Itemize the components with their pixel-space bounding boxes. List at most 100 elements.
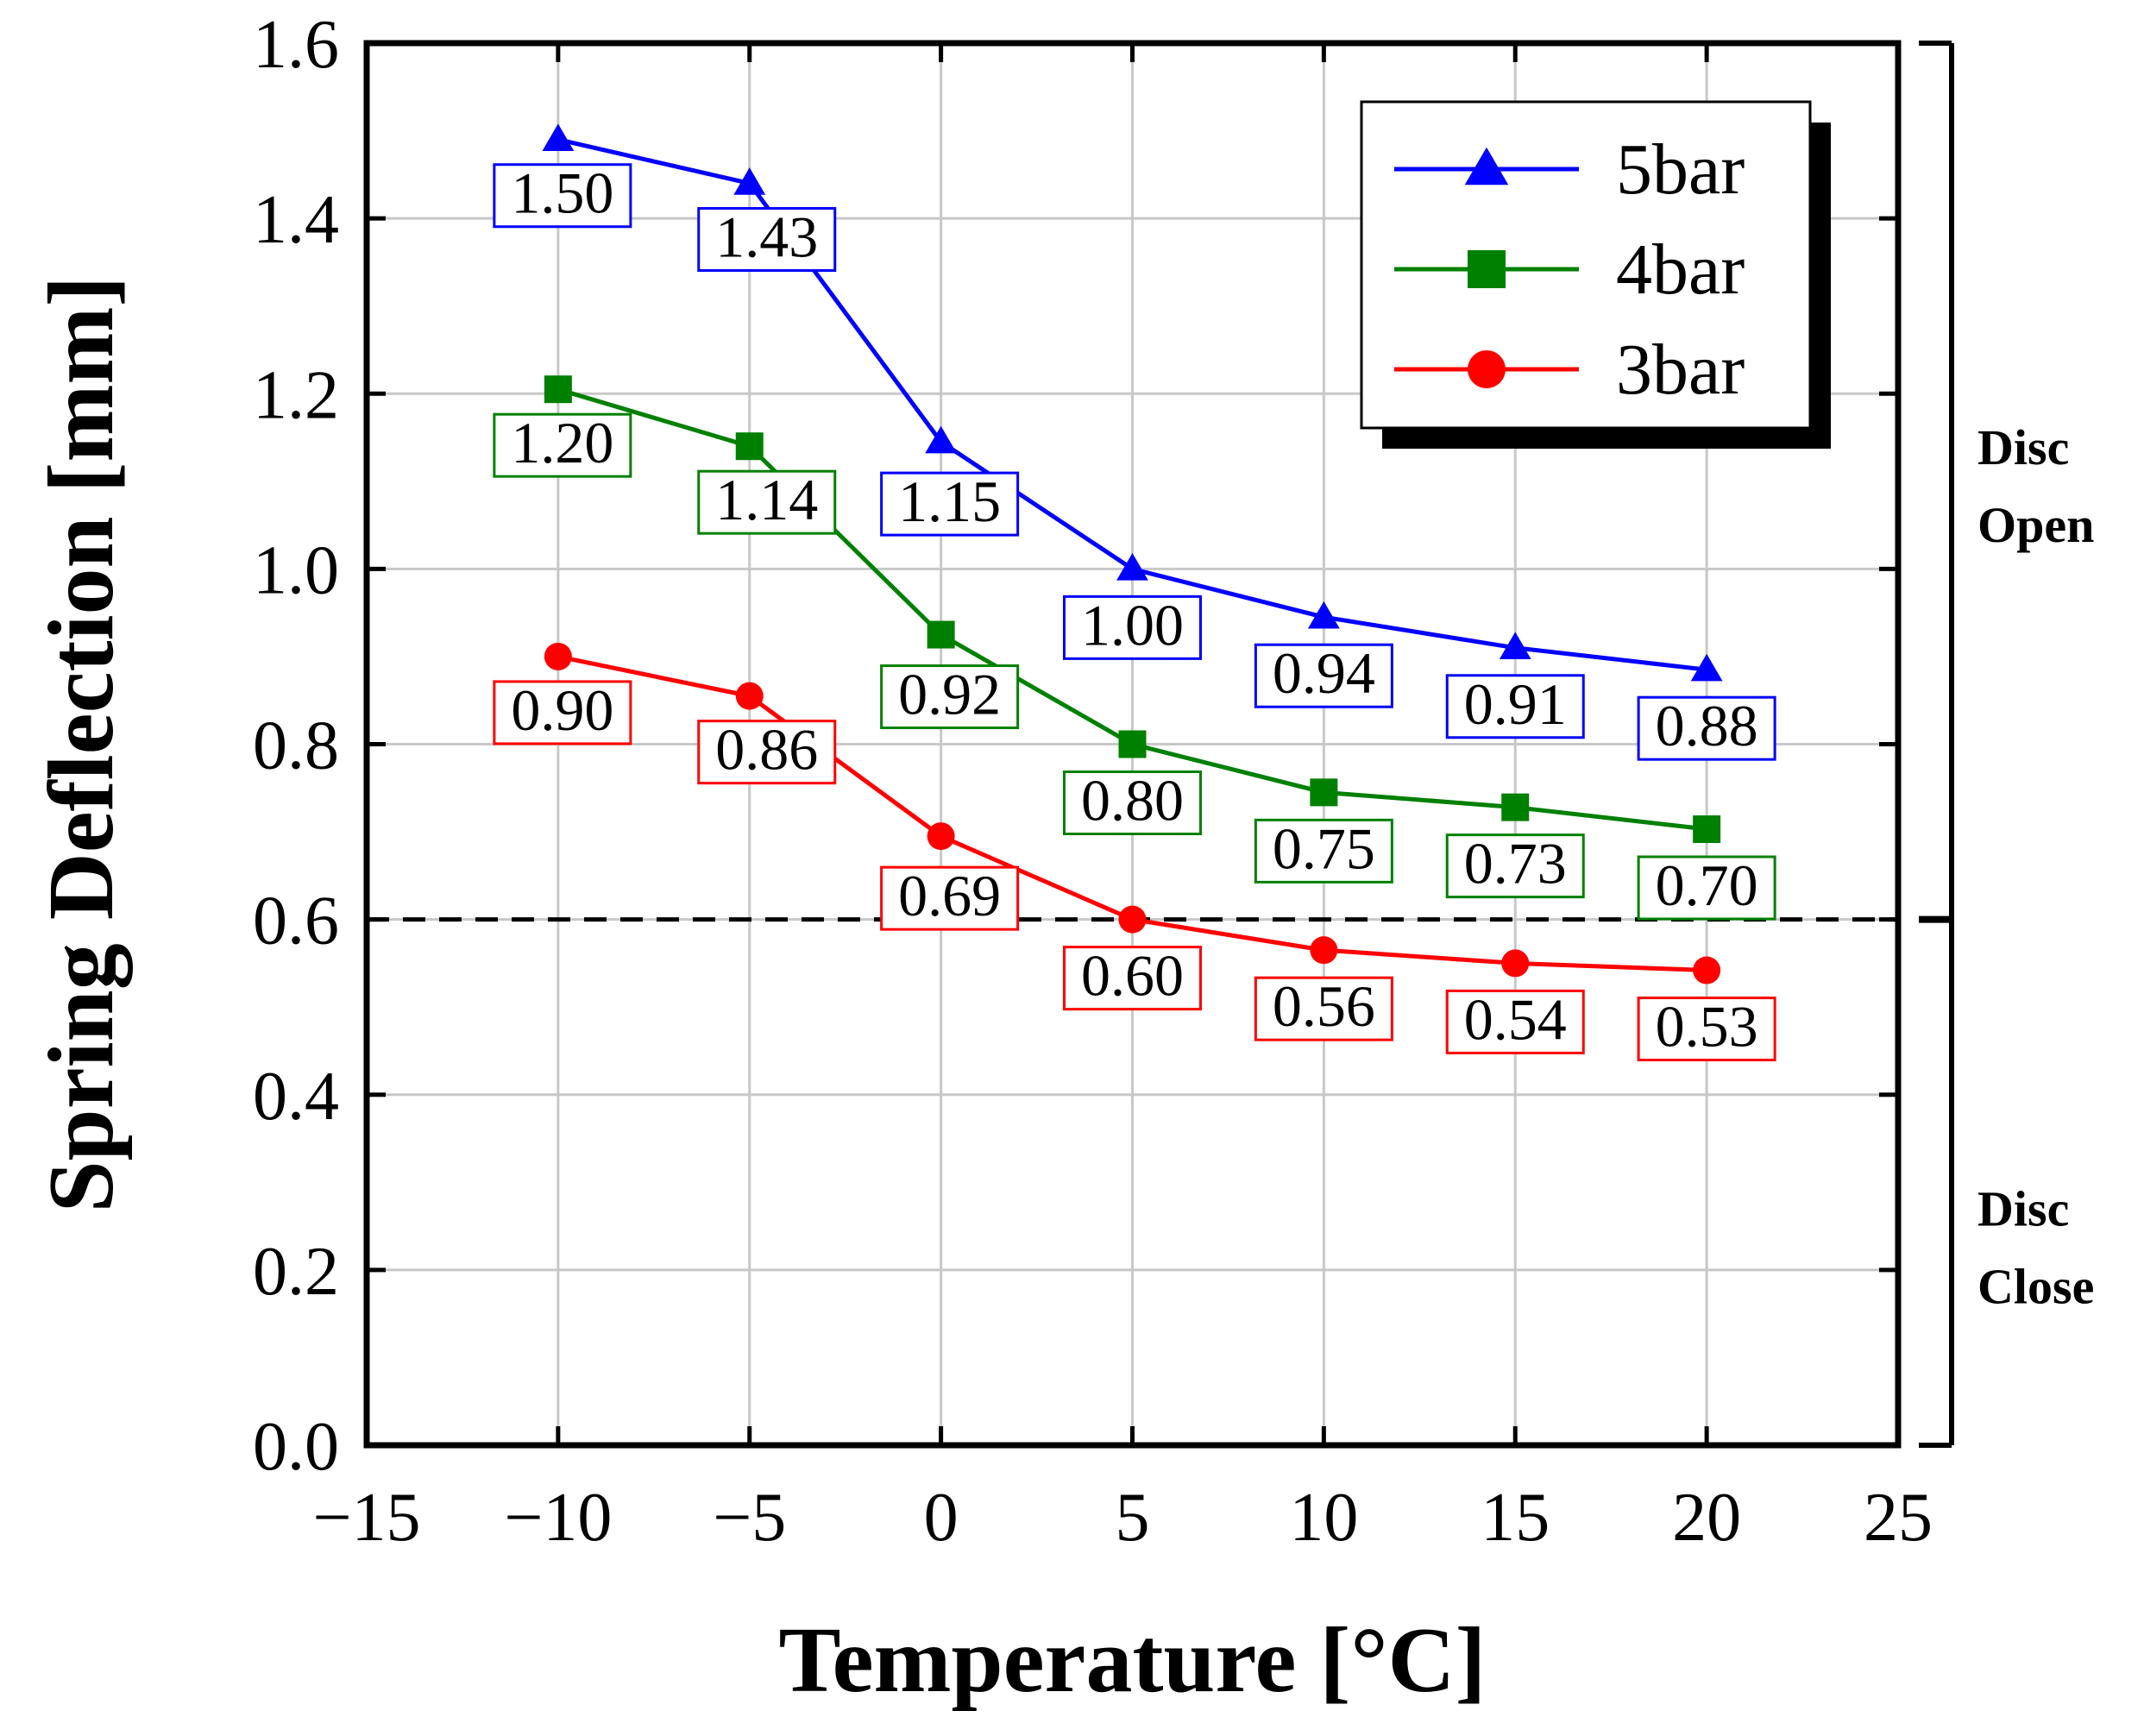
data-label-text: 1.15: [898, 469, 1001, 534]
data-label-3bar: 0.56: [1254, 973, 1393, 1041]
data-label-box: [1445, 674, 1585, 739]
data-label-5bar: 0.88: [1637, 693, 1776, 761]
data-label-text: 0.69: [898, 863, 1001, 928]
data-point-4bar: [544, 375, 572, 404]
data-label-3bar: 0.86: [697, 717, 837, 785]
x-tick-label: −10: [504, 1480, 612, 1556]
legend-label: 4bar: [1616, 230, 1745, 310]
x-tick-label: 10: [1289, 1480, 1358, 1556]
y-tick-label: 0.8: [253, 708, 339, 784]
region-label: Disc Close: [1977, 1180, 2094, 1314]
region-label-line: Disc: [1977, 419, 2069, 475]
legend-marker-triangle: [1464, 147, 1509, 186]
data-label-5bar: 0.94: [1254, 640, 1393, 708]
data-label-box: [493, 680, 632, 745]
data-label-5bar: 1.15: [880, 469, 1020, 537]
data-point-5bar: [542, 123, 575, 151]
legend-box: [1360, 100, 1812, 430]
x-tick-label: 15: [1481, 1480, 1550, 1556]
data-label-text: 0.56: [1273, 973, 1375, 1039]
y-tick-label: 1.4: [253, 182, 339, 258]
data-label-text: 0.73: [1464, 831, 1567, 896]
data-label-box: [697, 469, 837, 535]
data-label-text: 0.90: [511, 677, 613, 743]
x-tick-label: 25: [1864, 1480, 1933, 1556]
data-label-text: 0.86: [715, 717, 818, 783]
data-point-4bar: [1118, 730, 1147, 758]
data-point-4bar: [735, 432, 764, 461]
region-label-line: Open: [1977, 497, 2094, 553]
series-5bar: [542, 123, 1723, 682]
data-label-text: 0.70: [1656, 852, 1758, 918]
data-point-3bar: [1693, 956, 1721, 984]
data-label-3bar: 0.69: [880, 863, 1020, 931]
data-label-3bar: 0.60: [1063, 943, 1202, 1011]
data-point-5bar: [1116, 552, 1148, 581]
y-tick-label: 0.2: [253, 1234, 339, 1310]
data-label-4bar: 0.75: [1254, 815, 1393, 884]
region-label: Disc Open: [1977, 419, 2094, 553]
data-label-text: 1.00: [1081, 592, 1184, 657]
data-label-box: [1063, 771, 1202, 835]
y-tick-label: 0.0: [253, 1409, 339, 1485]
data-label-4bar: 0.73: [1445, 831, 1585, 899]
data-label-box: [1637, 997, 1776, 1062]
data-label-box: [880, 664, 1020, 730]
axis-ticks: −15 −10 −5 0 5 10 15 20 25 0.0 0.2 0.4 0.6 0.8 1.0 1.2 1…: [253, 7, 1933, 1556]
data-point-3bar: [1118, 905, 1147, 934]
data-label-box: [1445, 833, 1585, 899]
data-label-text: 0.60: [1081, 943, 1184, 1009]
x-tick-label: 20: [1672, 1480, 1741, 1556]
data-label-box: [1254, 976, 1393, 1041]
data-label-3bar: 0.53: [1637, 994, 1776, 1062]
data-label-text: 1.43: [715, 204, 818, 270]
data-label-box: [1063, 946, 1202, 1011]
data-label-text: 0.91: [1464, 671, 1567, 737]
legend-marker-square: [1468, 250, 1506, 288]
y-tick-label: 1.0: [253, 532, 339, 608]
region-label-line: Close: [1977, 1258, 2094, 1314]
data-label-text: 0.53: [1656, 994, 1758, 1060]
x-axis-title: Temperature [°C]: [778, 1609, 1486, 1712]
data-label-box: [1254, 818, 1393, 884]
series-4bar: [544, 375, 1721, 844]
data-label-box: [880, 471, 1020, 537]
x-tick-label: 0: [924, 1480, 959, 1556]
data-point-5bar: [1690, 653, 1723, 682]
legend-marker-circle: [1468, 350, 1506, 388]
legend-item-4bar: 4bar: [1394, 230, 1745, 310]
data-label-text: 0.88: [1656, 693, 1758, 758]
data-label-4bar: 1.14: [697, 467, 837, 535]
series-layer: [542, 123, 1723, 984]
y-tick-label: 0.4: [253, 1059, 339, 1135]
legend: 5bar 4bar 3bar: [1360, 100, 1831, 449]
data-point-3bar: [1501, 949, 1530, 978]
data-point-5bar: [1499, 632, 1531, 660]
data-label-box: [1637, 695, 1776, 761]
data-label-5bar: 1.00: [1063, 592, 1202, 660]
y-tick-label: 1.6: [253, 7, 339, 83]
data-label-text: 1.20: [511, 410, 613, 475]
data-label-box: [1254, 643, 1393, 708]
y-tick-label: 0.6: [253, 884, 339, 959]
data-label-text: 1.50: [511, 160, 613, 226]
legend-item-5bar: 5bar: [1394, 129, 1745, 210]
data-label-box: [1063, 594, 1202, 660]
data-point-5bar: [925, 425, 958, 454]
x-tick-label: 5: [1116, 1480, 1150, 1556]
data-label-3bar: 0.54: [1445, 986, 1585, 1054]
data-label-box: [880, 865, 1020, 931]
data-point-3bar: [544, 642, 572, 670]
data-label-box: [1445, 989, 1585, 1054]
data-point-3bar: [1310, 936, 1338, 965]
data-label-text: 1.14: [715, 467, 818, 532]
data-point-3bar: [735, 682, 764, 710]
data-point-3bar: [927, 822, 955, 851]
legend-label: 5bar: [1616, 129, 1745, 210]
data-label-4bar: 0.92: [880, 662, 1020, 730]
data-point-4bar: [1501, 793, 1530, 821]
y-tick-label: 1.2: [253, 357, 339, 433]
data-label-text: 0.94: [1273, 640, 1375, 706]
region-label-line: Disc: [1977, 1180, 2069, 1236]
data-label-box: [697, 720, 837, 785]
